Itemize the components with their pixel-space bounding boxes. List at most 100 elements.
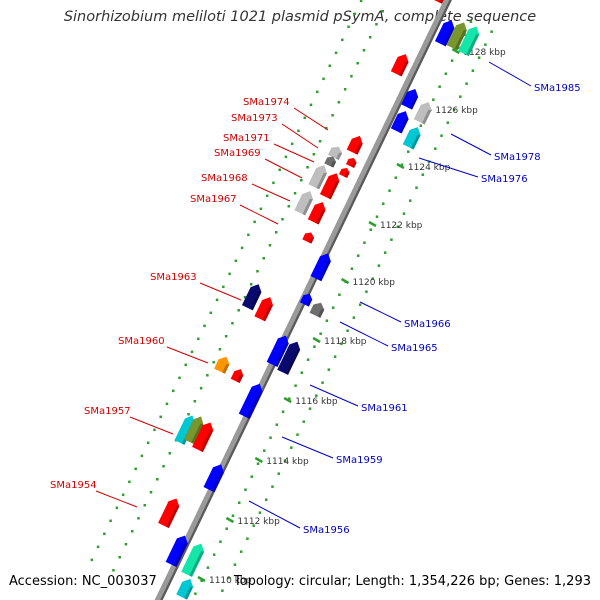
tick-mark: [368, 220, 377, 228]
gene-arrow: [230, 369, 244, 384]
ring-dot: [178, 376, 181, 380]
leader-line: [95, 490, 138, 508]
ring-dot: [128, 480, 131, 484]
ring-dot: [153, 428, 156, 432]
ring-dot: [250, 475, 254, 478]
ring-dot: [212, 360, 215, 364]
ring-dot: [200, 579, 203, 582]
ring-dot: [382, 202, 385, 205]
ring-dot: [327, 368, 331, 371]
topology-text: Topology: circular; Length: 1,354,226 bp…: [233, 574, 591, 589]
gene-arrow-shade: [306, 299, 313, 307]
ring-dot: [438, 85, 441, 88]
ring-dot: [331, 113, 334, 117]
ring-dot: [300, 178, 303, 182]
gene-arrow-body: [338, 167, 350, 179]
ring-dot: [306, 358, 310, 361]
ring-dot: [459, 95, 462, 98]
gene-arrow-shade: [274, 343, 289, 368]
gene-arrow: [181, 543, 205, 577]
ring-dot: [96, 545, 100, 549]
ring-dot: [432, 98, 435, 101]
ring-dot: [246, 537, 249, 540]
gene-arrow-body: [446, 22, 467, 51]
leader-line: [339, 321, 389, 347]
ring-dot: [103, 532, 106, 536]
ring-dot: [159, 415, 162, 419]
tick-mark: [283, 396, 292, 404]
leader-line: [251, 183, 291, 202]
gene-arrow: [327, 146, 343, 161]
gene-arrow-body: [181, 543, 205, 577]
ring-dot: [234, 259, 238, 263]
tick-label: 1114 kbp: [266, 457, 309, 467]
ring-dot: [408, 199, 412, 202]
ring-dot: [400, 163, 404, 166]
gene-arrow-body: [434, 20, 455, 47]
gene-arrow-shade: [285, 349, 301, 375]
tick-mark: [340, 277, 350, 285]
gene-arrow-shade: [344, 172, 350, 179]
gene-label-reverse: SMa1954: [50, 480, 97, 491]
leader-line: [239, 204, 279, 225]
gene-label-forward: SMa1959: [336, 455, 383, 466]
gene-arrow-shade: [173, 543, 188, 568]
ring-dot: [252, 524, 255, 527]
gene-arrow: [413, 102, 432, 125]
ring-dot: [265, 194, 269, 198]
gene-arrow-body: [310, 253, 331, 282]
gene-arrow: [299, 293, 313, 307]
ring-dot: [309, 103, 313, 107]
ring-dot: [359, 0, 363, 3]
ring-dot: [199, 386, 203, 390]
ring-dot: [350, 74, 353, 78]
label-leaders: [95, 61, 532, 529]
gene-arrow-body: [401, 88, 419, 110]
leader-line: [199, 282, 242, 301]
gene-arrow-shade: [191, 423, 204, 445]
tick-mark: [396, 162, 405, 170]
ring-dot: [240, 246, 244, 250]
ring-dot: [465, 82, 468, 85]
tick-label: 1110 kbp: [209, 576, 252, 586]
tick-mark: [312, 336, 321, 344]
gene-arrow: [401, 88, 419, 110]
gene-arrow-shade: [443, 27, 455, 47]
ring-dot: [121, 493, 125, 497]
ring-dot: [206, 566, 210, 569]
ring-dot: [231, 514, 235, 517]
ring-dot: [358, 303, 362, 306]
gene-arrow: [324, 156, 337, 168]
scale-ticks: 1110 kbp 1112 kbp 1114 kbp 1116 kbp 1118 kbp…: [197, 47, 506, 586]
gene-arrow-body: [183, 416, 204, 445]
ring-dot: [346, 329, 349, 332]
gene-arrow-shade: [336, 152, 343, 161]
leader-line: [273, 143, 315, 163]
ring-dot: [263, 449, 266, 452]
gene-arrow: [158, 498, 180, 529]
leader-line: [309, 384, 359, 407]
ring-dot: [325, 319, 329, 322]
ring-dot: [302, 420, 306, 423]
ring-dot: [343, 87, 347, 91]
leader-line: [359, 301, 402, 323]
gene-arrow-shade: [330, 161, 337, 168]
gene-arrow: [277, 341, 301, 375]
gene-arrow-shade: [398, 118, 409, 134]
gene-label-forward: SMa1956: [303, 525, 350, 536]
ring-dot: [283, 459, 287, 462]
gene-label-forward: SMa1978: [494, 152, 541, 163]
gene-arrow-body: [346, 135, 363, 155]
gene-arrow: [238, 383, 263, 419]
gene-arrow-shade: [315, 209, 326, 225]
gene-arrow-body: [230, 369, 244, 384]
gene-arrow: [458, 26, 480, 57]
ring-dot: [112, 568, 115, 572]
gene-arrow-body: [214, 356, 230, 374]
gene-arrow-shade: [316, 172, 328, 190]
ring-dot: [321, 381, 324, 384]
ring-dot: [275, 423, 279, 426]
ring-dot: [325, 126, 328, 130]
ring-dot: [471, 69, 475, 72]
gene-arrow-shade: [222, 364, 230, 374]
